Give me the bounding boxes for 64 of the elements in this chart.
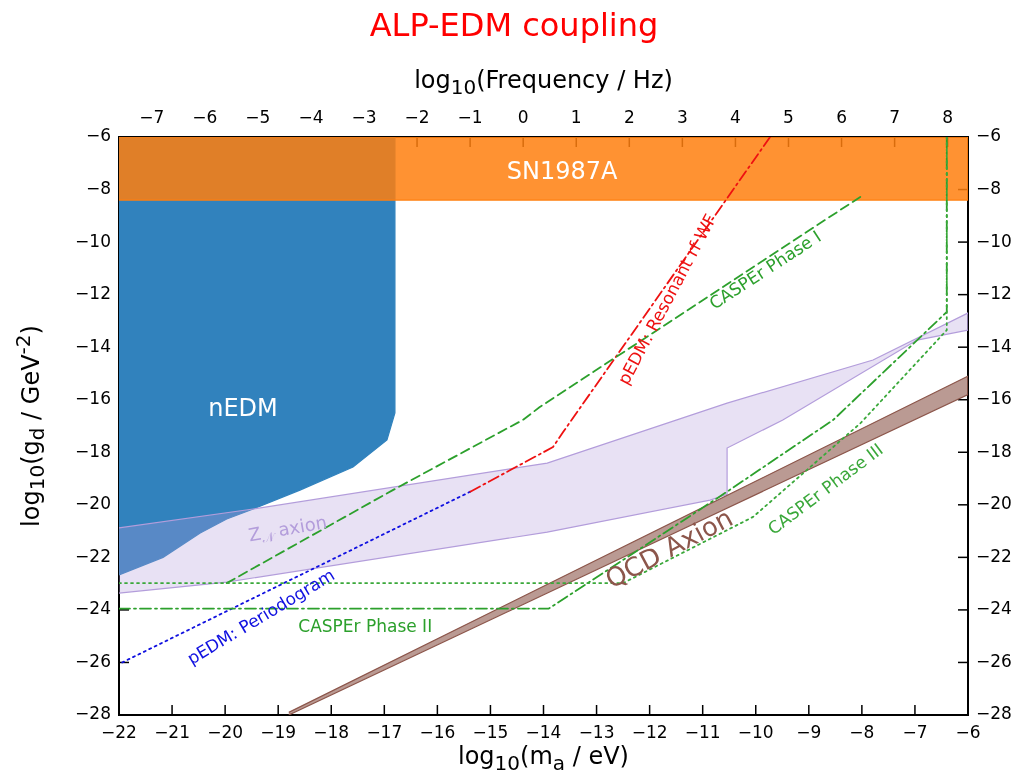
x2-tick-label: 4 — [730, 107, 741, 128]
y2-tick-label: −10 — [976, 230, 1012, 251]
x-tick-label: −7 — [902, 721, 928, 742]
x2-tick-label: 1 — [570, 107, 582, 128]
x-tick-label: −18 — [313, 721, 350, 742]
y-tick-label: −14 — [75, 335, 111, 356]
x-tick-label: −10 — [737, 721, 774, 742]
y-tick-label: −18 — [75, 440, 111, 461]
y-tick-label: −26 — [75, 650, 111, 671]
x2-tick-label: −2 — [404, 107, 430, 128]
chart-title: ALP-EDM coupling — [368, 6, 660, 44]
x2-tick-label: 8 — [942, 107, 954, 128]
x2-tick-label: 7 — [889, 107, 901, 128]
y-tick-label: −20 — [75, 493, 111, 514]
y2-tick-label: −26 — [976, 650, 1012, 671]
y2-tick-label: −24 — [976, 598, 1012, 619]
y-tick-label: −6 — [85, 125, 111, 146]
x2-tick-label: 0 — [517, 107, 529, 128]
x-tick-label: −17 — [366, 721, 403, 742]
y2-tick-label: −6 — [976, 125, 1002, 146]
x-tick-label: −6 — [955, 721, 981, 742]
x-tick-label: −8 — [849, 721, 875, 742]
x-tick-label: −19 — [260, 721, 297, 742]
x-tick-label: −21 — [154, 721, 191, 742]
series-label: SN1987A — [506, 157, 619, 186]
x-tick-label: −22 — [101, 721, 137, 742]
x2-tick-label: −7 — [139, 107, 165, 128]
y-tick-label: −28 — [75, 703, 111, 724]
x-tick-label: −16 — [419, 721, 456, 742]
x-axis-title: log$_{10}$(m$_{a}$ / eV) — [457, 742, 630, 775]
x2-tick-label: −3 — [351, 107, 377, 128]
y2-tick-label: −8 — [976, 177, 1002, 198]
y-tick-label: −24 — [75, 598, 111, 619]
y-tick-label: −12 — [75, 283, 111, 304]
x2-tick-label: −5 — [245, 107, 271, 128]
y2-tick-label: −12 — [976, 283, 1012, 304]
y2-tick-label: −16 — [976, 388, 1012, 409]
x2-axis-title: log$_{10}$(Frequency / Hz) — [413, 66, 674, 99]
y-tick-label: −10 — [75, 230, 111, 251]
x-tick-label: −20 — [207, 721, 244, 742]
x2-tick-label: −1 — [457, 107, 483, 128]
x-tick-label: −15 — [472, 721, 509, 742]
y2-tick-label: −20 — [976, 493, 1012, 514]
x-tick-label: −12 — [631, 721, 668, 742]
x-tick-label: −13 — [578, 721, 615, 742]
series-label: Z𝒩 axion — [246, 511, 329, 547]
text: QCD Axion — [600, 502, 738, 595]
x2-tick-label: 6 — [836, 107, 847, 128]
x2-tick-label: 2 — [623, 107, 635, 128]
y2-tick-label: −22 — [976, 545, 1012, 566]
y-tick-label: −16 — [75, 388, 111, 409]
x2-tick-label: 3 — [676, 107, 688, 128]
x-tick-label: −9 — [796, 721, 822, 742]
y2-tick-label: −14 — [976, 335, 1012, 356]
series-label: nEDM — [208, 394, 278, 423]
x2-tick-label: −6 — [192, 107, 218, 128]
y-tick-label: −22 — [75, 545, 111, 566]
x2-tick-label: 5 — [783, 107, 794, 128]
x-tick-label: −14 — [525, 721, 562, 742]
y2-tick-label: −28 — [976, 703, 1012, 724]
y2-tick-label: −18 — [976, 440, 1012, 461]
x2-tick-label: −4 — [298, 107, 324, 128]
x-tick-label: −11 — [684, 721, 721, 742]
y-tick-label: −8 — [85, 177, 111, 198]
